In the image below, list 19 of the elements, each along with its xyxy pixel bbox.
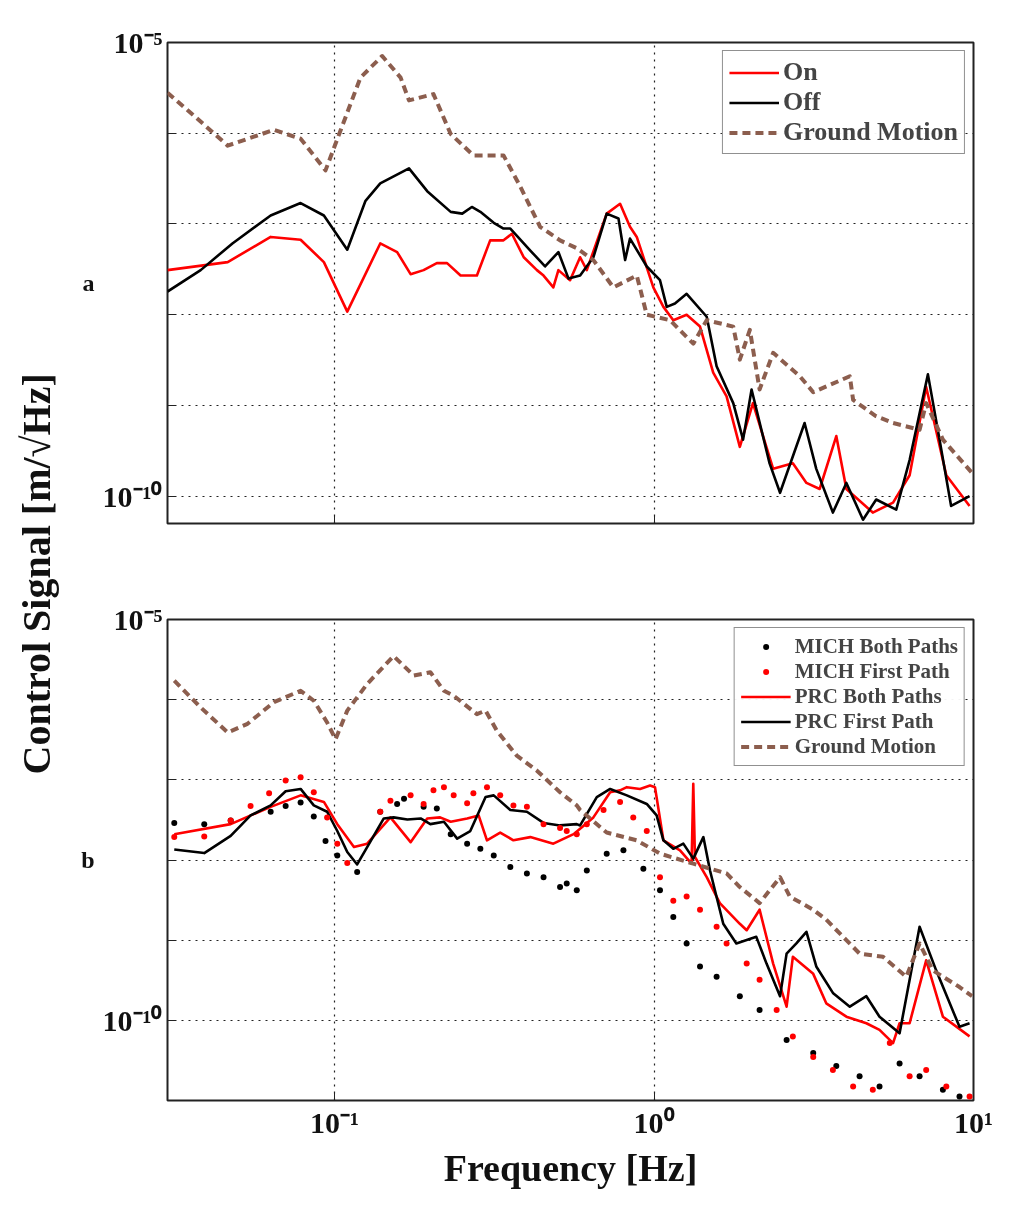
- y-axis-title: Control Signal [m/√Hz]: [14, 373, 59, 775]
- text: a: [82, 270, 95, 296]
- y-tick-label: 10⁻⁵: [113, 26, 163, 59]
- y-tick-label: 10⁻⁵: [113, 603, 163, 636]
- y-tick-label: 10⁻¹⁰: [102, 1003, 163, 1037]
- legend-label: Ground Motion: [794, 734, 937, 759]
- y-tick-label: 10⁻¹⁰: [102, 479, 163, 513]
- legend-label: Ground Motion: [782, 117, 958, 147]
- x-axis-title: Frequency [Hz]: [443, 1146, 698, 1189]
- x-tick-label: 10⁰: [633, 1105, 675, 1139]
- legend-label: PRC First Path: [794, 709, 934, 734]
- legend-label: MICH Both Paths: [794, 634, 958, 659]
- legend-label: On: [782, 57, 818, 87]
- text: b: [81, 847, 95, 873]
- legend-label: PRC Both Paths: [794, 684, 942, 709]
- legend-label: Off: [782, 87, 821, 117]
- legend-label: MICH First Path: [794, 659, 950, 684]
- x-tick-label: 10⁻¹: [310, 1105, 360, 1139]
- x-tick-label: 10¹: [954, 1105, 993, 1139]
